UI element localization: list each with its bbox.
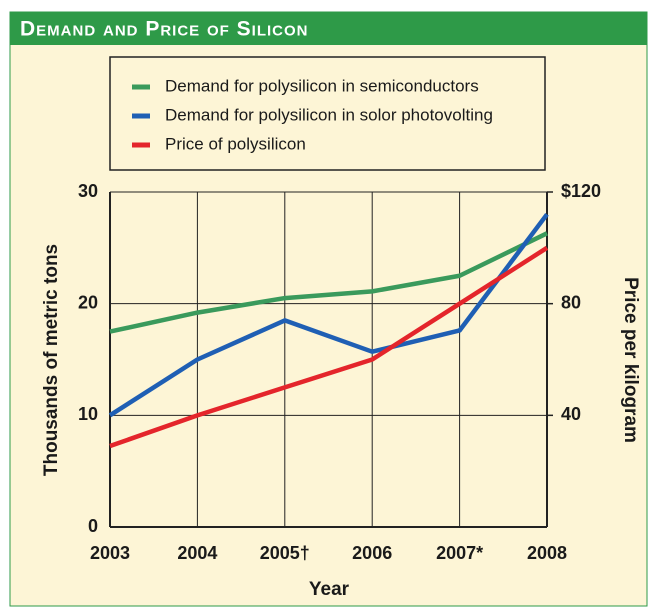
x-tick-label: 2003: [90, 543, 130, 563]
y2-tick-label: 40: [561, 404, 581, 424]
x-tick-label: 2007*: [436, 543, 483, 563]
y-tick-label: 30: [78, 181, 98, 201]
legend-label: Demand for polysilicon in solor photovol…: [165, 105, 493, 124]
legend-label: Price of polysilicon: [165, 134, 306, 153]
y2-tick-label: 80: [561, 292, 581, 312]
data-line: [109, 231, 548, 334]
x-tick-label: 2005†: [260, 543, 310, 563]
y-tick-label: 0: [88, 516, 98, 536]
x-axis-title: Year: [309, 579, 350, 600]
data-line: [109, 245, 549, 449]
y2-axis-title: Price per kilogram: [620, 277, 641, 443]
title-bar: [10, 12, 647, 45]
x-tick-label: 2008: [527, 543, 567, 563]
y-tick-label: 10: [78, 404, 98, 424]
legend-label: Demand for polysilicon in semiconductors: [165, 76, 479, 95]
x-tick-label: 2004: [177, 543, 217, 563]
legend-box: [109, 56, 546, 171]
y-axis-title: Thousands of metric tons: [41, 244, 62, 476]
chart-title: Demand and Price of Silicon: [20, 18, 309, 41]
y-tick-label: 20: [78, 292, 98, 312]
y2-tick-label: $120: [561, 181, 601, 201]
x-tick-label: 2006: [352, 543, 392, 563]
data-line: [108, 212, 549, 418]
